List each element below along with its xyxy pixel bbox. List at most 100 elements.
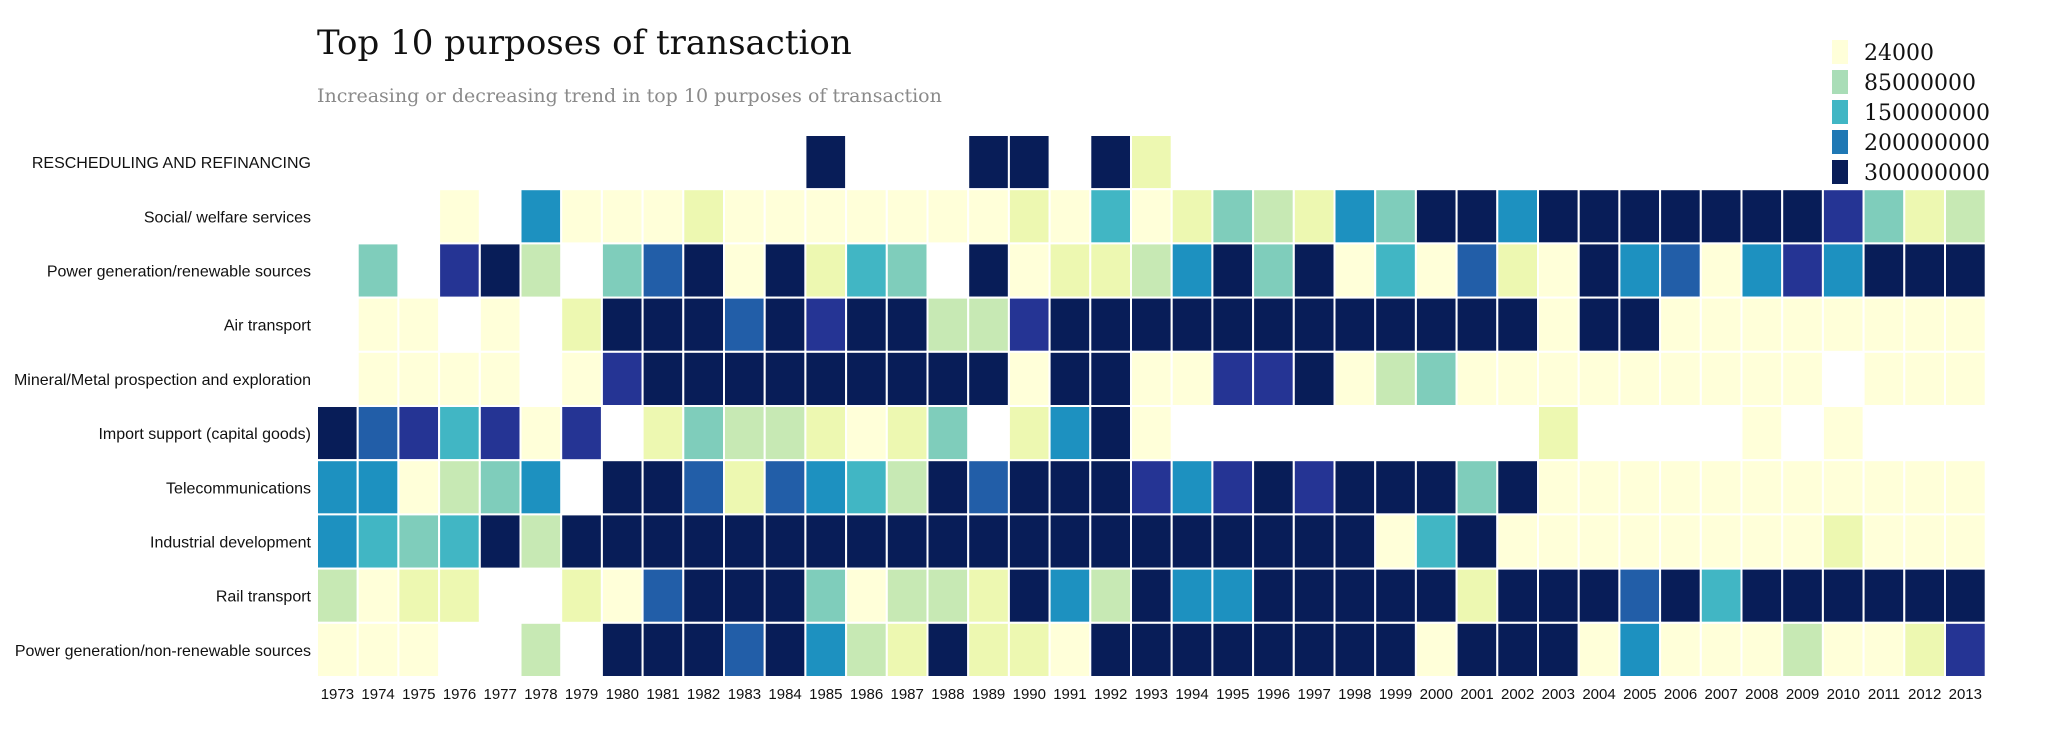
heatmap-cell	[519, 405, 563, 462]
heatmap-cell	[1862, 350, 1906, 407]
heatmap-cell	[1781, 567, 1824, 624]
heatmap-cell	[1089, 134, 1133, 191]
heatmap-cell	[1577, 242, 1621, 299]
heatmap-cell	[885, 621, 929, 678]
heatmap-cell	[397, 567, 441, 624]
heatmap-cell	[1089, 567, 1133, 624]
y-tick-label: Power generation/renewable sources	[47, 264, 311, 281]
x-tick-label: 1976	[443, 686, 476, 703]
heatmap-cell	[845, 405, 888, 462]
heatmap-cell	[1740, 350, 1784, 407]
heatmap-cell	[1699, 296, 1743, 353]
heatmap-cell	[316, 405, 359, 462]
heatmap-cell	[1537, 621, 1580, 678]
x-tick-label: 1981	[646, 686, 679, 703]
heatmap-cell	[438, 188, 481, 245]
x-tick-label: 2002	[1501, 686, 1534, 703]
heatmap-cell	[682, 405, 725, 462]
y-tick-label: Telecommunications	[166, 480, 311, 497]
heatmap-cell	[1170, 296, 1214, 353]
heatmap-cell	[1007, 134, 1051, 191]
heatmap-cell	[316, 621, 359, 678]
heatmap-cell	[1496, 350, 1540, 407]
heatmap-cell	[1170, 188, 1214, 245]
heatmap-cell	[397, 296, 441, 353]
heatmap-cell	[600, 296, 644, 353]
heatmap-cell	[1333, 242, 1377, 299]
heatmap-cell	[1618, 350, 1662, 407]
heatmap-cell	[1740, 296, 1784, 353]
heatmap-cell	[723, 405, 766, 462]
heatmap-cell	[1089, 621, 1133, 678]
heatmap-cell	[1781, 350, 1824, 407]
heatmap-cell	[1577, 513, 1621, 570]
heatmap-cell	[438, 567, 481, 624]
x-tick-label: 1977	[484, 686, 517, 703]
heatmap-cell	[1292, 513, 1336, 570]
heatmap-cell	[1659, 296, 1702, 353]
heatmap-cell	[1414, 296, 1458, 353]
heatmap-cell	[1537, 242, 1580, 299]
heatmap-cell	[1944, 567, 1987, 624]
heatmap-cell	[600, 567, 644, 624]
heatmap-cell	[1048, 405, 1092, 462]
heatmap-cell	[1740, 513, 1784, 570]
heatmap-cell	[438, 459, 481, 516]
heatmap-cell	[641, 405, 685, 462]
heatmap-cell	[560, 350, 603, 407]
heatmap-cell	[1740, 567, 1784, 624]
heatmap-cell	[1577, 459, 1621, 516]
heatmap-cell	[845, 459, 888, 516]
heatmap-cell	[1659, 350, 1702, 407]
heatmap-cell	[1374, 296, 1417, 353]
heatmap-cell	[845, 296, 888, 353]
y-tick-label: Power generation/non-renewable sources	[15, 643, 311, 660]
x-tick-label: 1997	[1298, 686, 1331, 703]
heatmap-cell	[723, 188, 766, 245]
heatmap-cell	[723, 350, 766, 407]
heatmap-cell	[1618, 513, 1662, 570]
heatmap-cell	[885, 513, 929, 570]
heatmap-cell	[1007, 513, 1051, 570]
x-tick-label: 1991	[1053, 686, 1086, 703]
heatmap-cell	[1944, 188, 1987, 245]
heatmap-cell	[926, 621, 970, 678]
x-tick-label: 1996	[1257, 686, 1290, 703]
heatmap-cell	[641, 296, 685, 353]
heatmap-cell	[1374, 188, 1417, 245]
heatmap-cell	[1537, 567, 1580, 624]
x-tick-label: 2003	[1542, 686, 1575, 703]
heatmap-cell	[1048, 567, 1092, 624]
heatmap-cell	[1537, 459, 1580, 516]
heatmap-cell	[804, 350, 848, 407]
heatmap-cell	[438, 405, 481, 462]
y-tick-label: Industrial development	[150, 535, 312, 552]
heatmap-cell	[519, 513, 563, 570]
heatmap-cell	[1170, 242, 1214, 299]
heatmap-cell	[804, 513, 848, 570]
heatmap-cell	[1007, 350, 1051, 407]
heatmap-cell	[1781, 513, 1824, 570]
heatmap-cell	[1292, 296, 1336, 353]
heatmap-cell	[438, 513, 481, 570]
heatmap-cell	[397, 621, 441, 678]
heatmap-cell	[316, 459, 359, 516]
legend-swatch	[1832, 100, 1848, 124]
heatmap-cell	[316, 513, 359, 570]
heatmap-cell	[438, 242, 481, 299]
heatmap-cell	[1455, 350, 1499, 407]
legend-label: 300000000	[1864, 161, 1990, 186]
heatmap-cell	[1903, 621, 1947, 678]
heatmap-cell	[641, 188, 685, 245]
heatmap-cell	[1414, 242, 1458, 299]
heatmap-cell	[641, 567, 685, 624]
heatmap-cell	[763, 567, 807, 624]
heatmap-cell	[438, 350, 481, 407]
heatmap-cell	[1414, 188, 1458, 245]
heatmap-cell	[845, 242, 888, 299]
heatmap-cell	[763, 296, 807, 353]
heatmap-cell	[1292, 188, 1336, 245]
heatmap-cell	[1740, 459, 1784, 516]
heatmap-cell	[682, 296, 725, 353]
